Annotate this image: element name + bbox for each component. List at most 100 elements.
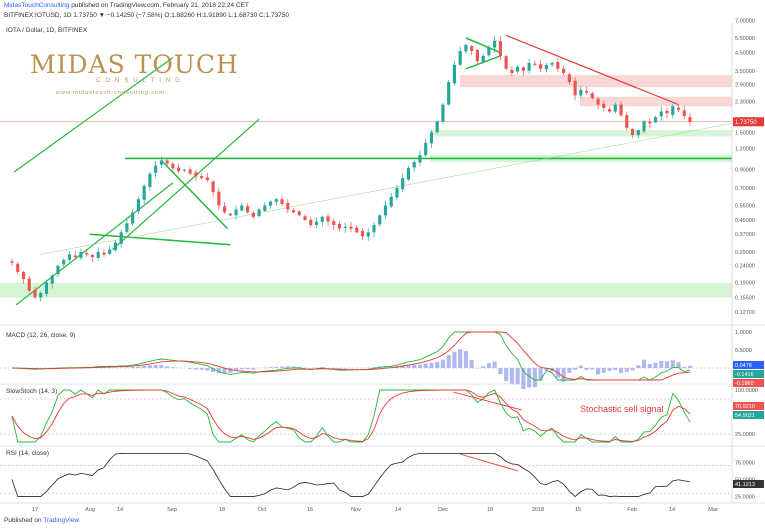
macd-tick-label: 0.5000	[735, 348, 752, 354]
price-tick-label: 0.55000	[735, 203, 755, 209]
stoch-tick-label: 25.0000	[735, 432, 755, 438]
candle-body	[383, 205, 388, 216]
price-tick-label: 0.90000	[735, 168, 755, 174]
price-tick-label: 4.50000	[735, 51, 755, 57]
candle-body	[487, 47, 491, 56]
candle-body	[659, 111, 663, 117]
macd-line	[11, 331, 691, 381]
publisher-link[interactable]: MidasTouchConsulting	[4, 2, 70, 9]
date-tick-label: 14	[395, 507, 401, 513]
date-tick-label: 14	[117, 507, 123, 513]
candle-body	[148, 173, 152, 187]
stoch-value-badge	[733, 402, 764, 410]
candle-body	[493, 40, 497, 48]
candle-body	[567, 74, 571, 83]
rsi-value-badge	[733, 480, 764, 488]
publish-date: published on TradingView.com, February 2…	[69, 2, 249, 9]
candle-body	[429, 132, 434, 144]
candle-body	[251, 212, 255, 217]
candle-body	[159, 160, 163, 165]
candle-body	[257, 209, 261, 217]
faint-trend	[39, 123, 733, 255]
candle-body	[228, 213, 232, 216]
candle-body	[607, 109, 612, 112]
date-tick-label: 17	[32, 507, 38, 513]
candle-body	[539, 64, 543, 69]
date-tick-label: 2018	[532, 507, 544, 513]
date-tick-label: Oct	[258, 507, 267, 513]
price-tick-label: 7.00000	[735, 18, 755, 24]
candle-body	[602, 103, 606, 109]
candle-body	[320, 216, 324, 222]
tradingview-link[interactable]: TradingView	[43, 517, 80, 524]
price-tick-label: 1.20000	[735, 147, 755, 153]
date-tick-label: Feb	[627, 507, 636, 513]
candle-body	[470, 46, 474, 51]
stoch-title: SlowStoch (14, 3)	[6, 388, 57, 395]
price-tick-label: 0.37000	[735, 232, 755, 238]
candle-body	[406, 168, 411, 180]
macd-value-badge	[733, 361, 764, 369]
candle-body	[412, 161, 416, 168]
candle-body	[211, 181, 215, 193]
candle-body	[240, 205, 244, 211]
last-price-badge	[733, 117, 764, 127]
rsi-value-label: 41.1213	[735, 482, 755, 488]
candle-body	[550, 62, 554, 65]
candle-body	[475, 49, 479, 62]
candle-body	[73, 255, 77, 258]
candle-body	[642, 121, 646, 132]
candle-body	[314, 221, 319, 225]
macd-value-label: -0.1860	[735, 381, 754, 387]
last-price-label: 1.73750	[735, 120, 757, 126]
date-tick-label: 18	[219, 507, 225, 513]
candle-body	[154, 165, 158, 173]
candle-body	[625, 115, 629, 128]
candle-body	[79, 251, 83, 258]
candle-body	[39, 292, 43, 298]
resistance-zone-2	[460, 75, 732, 88]
candle-body	[401, 178, 405, 190]
candle-body	[671, 106, 675, 115]
candle-body	[263, 205, 267, 211]
candle-body	[504, 56, 508, 69]
candle-body	[205, 177, 209, 181]
rsi-tick-label: 75.0000	[735, 460, 755, 466]
candle-body	[182, 169, 186, 171]
date-tick-label: 14	[669, 507, 675, 513]
rsi-divergence-line	[459, 453, 519, 472]
candle-body	[521, 67, 525, 71]
candle-body	[131, 212, 135, 224]
candle-body	[337, 223, 342, 229]
candle-body	[424, 142, 428, 156]
macd-title: MACD (12, 26, close, 9)	[6, 332, 75, 339]
price-tick-label: 0.45000	[735, 218, 755, 224]
candle-body	[102, 252, 106, 255]
candle-body	[85, 252, 89, 255]
price-chart-title: IOTA / Dollar, 1D, BITFINEX	[6, 27, 88, 34]
candle-body	[452, 64, 456, 84]
macd-value-badge	[733, 370, 764, 378]
candle-body	[516, 66, 520, 72]
support-zone-mid	[430, 130, 732, 137]
price-tick-label: 0.70000	[735, 186, 755, 192]
candle-body	[613, 104, 617, 112]
candle-body	[636, 130, 640, 136]
candle-body	[96, 251, 100, 258]
candle-body	[90, 254, 95, 258]
candle-body	[343, 226, 347, 228]
price-tick-label: 0.29000	[735, 250, 755, 256]
candle-body	[688, 117, 692, 122]
logo-consulting: CONSULTING	[96, 78, 185, 84]
price-tick-label: 0.15500	[735, 296, 755, 302]
candle-body	[177, 167, 181, 172]
candle-body	[223, 206, 227, 213]
candle-body	[372, 225, 376, 233]
price-tick-label: 0.12700	[735, 310, 755, 316]
candle-body	[360, 230, 365, 237]
symbol-info: BITFINEX:IOTUSD, 1D 1.73750 ▼ −0.14250 (…	[4, 12, 290, 19]
stochastic-annotation: Stochastic sell signal	[580, 404, 664, 414]
date-tick-label: Dec	[438, 507, 448, 513]
candle-body	[447, 82, 451, 105]
